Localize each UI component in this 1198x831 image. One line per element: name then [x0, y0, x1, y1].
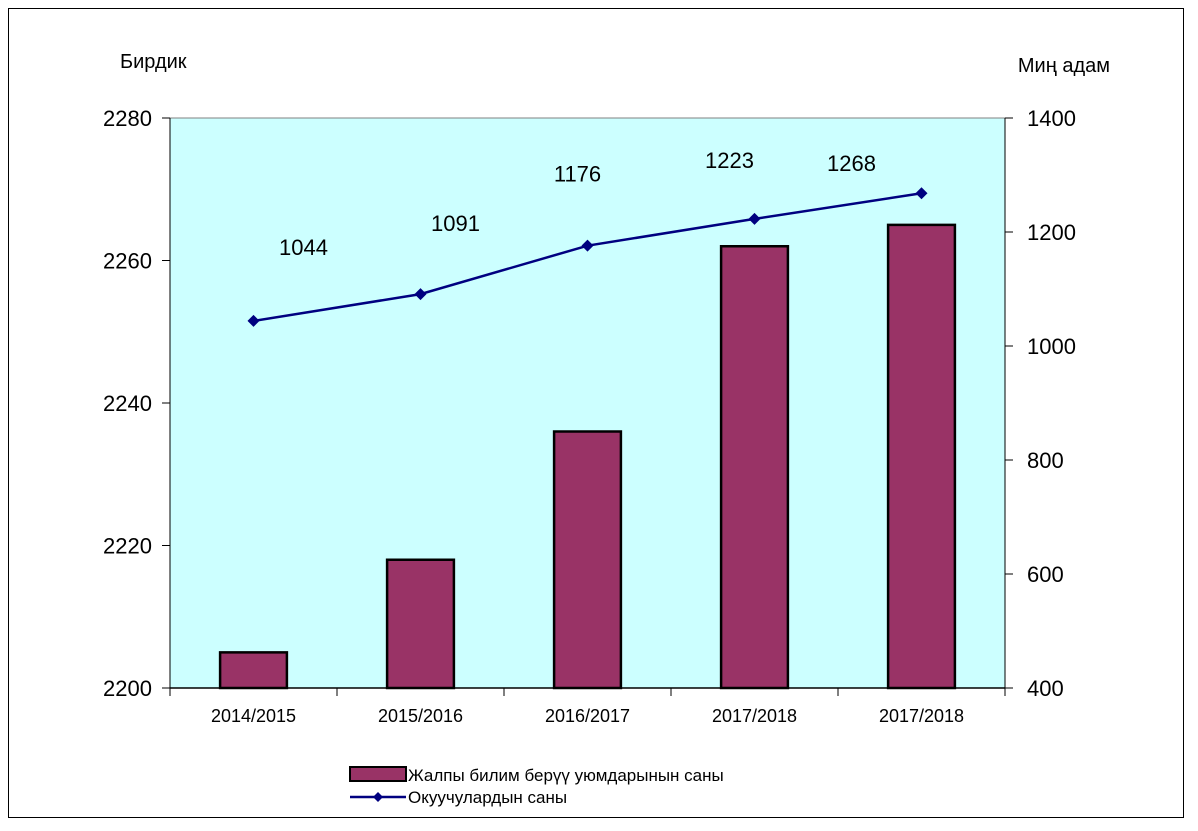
left-tick-label: 2220 — [103, 534, 152, 559]
legend: Жалпы билим берүү уюмдарынын саны Окуучу… — [349, 766, 724, 807]
legend-line-label: Окуучулардын саны — [408, 788, 567, 807]
bar — [886, 223, 957, 690]
legend-bar-label: Жалпы билим берүү уюмдарынын саны — [408, 766, 724, 785]
bar — [719, 245, 790, 690]
legend-line-marker — [373, 792, 383, 802]
bar — [385, 558, 456, 690]
right-tick-label: 400 — [1027, 676, 1064, 701]
left-tick-label: 2260 — [103, 249, 152, 274]
right-axis-title: Миң адам — [1018, 55, 1110, 77]
right-tick-label: 1200 — [1027, 220, 1076, 245]
x-tick-label: 2017/2018 — [712, 706, 797, 726]
x-tick-label: 2015/2016 — [378, 706, 463, 726]
data-label: 1091 — [431, 211, 480, 236]
line-marker — [247, 314, 260, 327]
x-tick-label: 2014/2015 — [211, 706, 296, 726]
left-tick-label: 2240 — [103, 391, 152, 416]
left-tick-label: 2200 — [103, 676, 152, 701]
line-marker — [915, 187, 928, 200]
right-tick-label: 1000 — [1027, 334, 1076, 359]
line-marker — [581, 239, 594, 252]
x-tick-label: 2017/2018 — [879, 706, 964, 726]
x-tick-label: 2016/2017 — [545, 706, 630, 726]
chart-frame — [8, 8, 1184, 818]
line-marker — [748, 212, 761, 225]
data-label: 1268 — [827, 151, 876, 176]
left-tick-label: 2280 — [103, 106, 152, 131]
data-label: 1223 — [705, 148, 754, 173]
data-label: 1044 — [279, 235, 328, 260]
left-axis-title: Бирдик — [120, 51, 187, 73]
right-tick-label: 800 — [1027, 448, 1064, 473]
bar — [218, 651, 289, 690]
bar — [552, 430, 623, 690]
right-tick-label: 600 — [1027, 562, 1064, 587]
legend-bar-swatch — [349, 766, 407, 782]
data-label: 1176 — [554, 162, 601, 187]
right-tick-label: 1400 — [1027, 106, 1076, 131]
line-marker — [414, 288, 427, 301]
